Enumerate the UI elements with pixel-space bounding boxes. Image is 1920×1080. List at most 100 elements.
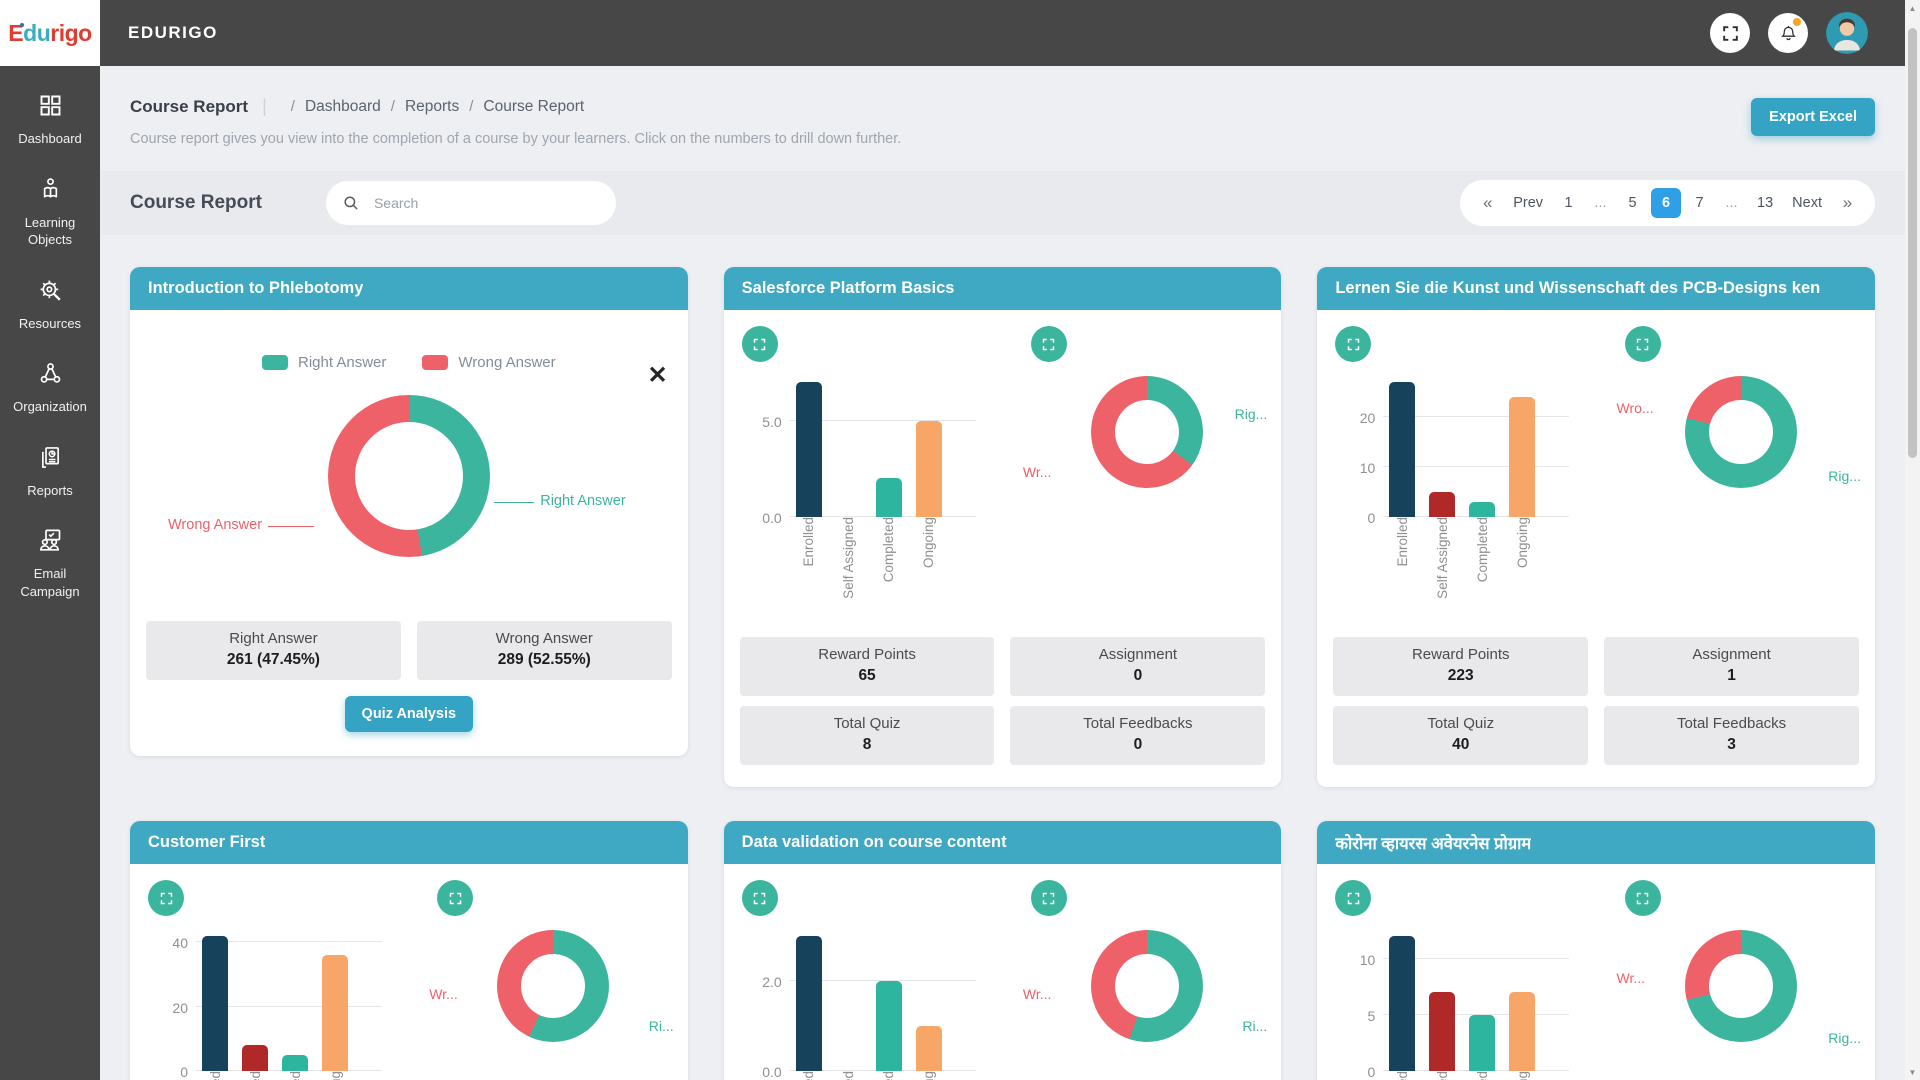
export-excel-button[interactable]: Export Excel [1751, 98, 1875, 136]
bar-ongoing [322, 955, 348, 1071]
reports-icon [37, 444, 64, 476]
y-tick-label: 10 [1359, 951, 1376, 968]
course-card: Lernen Sie die Kunst und Wissenschaft de… [1317, 267, 1875, 787]
cards-grid: Introduction to Phlebotomy ✕ Right Answe… [130, 267, 1875, 1080]
bar-completed [875, 981, 902, 1071]
grid-line [1383, 957, 1570, 959]
grid-line [196, 1005, 382, 1007]
bar-enrolled [795, 382, 822, 517]
pagination-page-5[interactable]: 5 [1628, 195, 1637, 211]
expand-bar-chart-button[interactable] [148, 880, 184, 916]
scrollbar-down-arrow[interactable]: ▼ [1908, 1067, 1917, 1077]
app-title: EDURIGO [128, 23, 218, 42]
sidebar-item-reports[interactable]: Reports [0, 444, 100, 500]
y-tick-label: 0.0 [762, 510, 782, 526]
donut-chart [327, 395, 490, 557]
expand-bar-chart-button[interactable] [741, 326, 778, 362]
quiz-stats: Right Answer 261 (47.45%) Wrong Answer 2… [146, 621, 672, 680]
sidebar-nav: Dashboard Learning Objects Resources Org… [0, 66, 100, 1080]
stat-box-total-quiz: Total Quiz 40 [1333, 706, 1589, 765]
notifications-button[interactable] [1768, 13, 1808, 53]
donut-chart [497, 930, 610, 1042]
sidebar-item-learning-objects[interactable]: Learning Objects [0, 176, 100, 249]
bar-ongoing [1509, 397, 1536, 517]
x-axis-label: Completed [288, 1071, 303, 1080]
pagination-page-7[interactable]: 7 [1695, 195, 1704, 211]
donut-label-wrong: Wr... [1616, 970, 1646, 986]
pagination-page-6[interactable]: 6 [1651, 188, 1682, 218]
expand-donut-chart-button[interactable] [1624, 880, 1661, 916]
card-title: कोरोना व्हायरस अवेयरनेस प्रोग्राम [1335, 835, 1532, 853]
page-subtitle: Course report gives you view into the co… [130, 131, 902, 147]
grid-line [196, 941, 382, 943]
breadcrumb-link-course-report[interactable]: Course Report [483, 97, 585, 115]
x-axis-label: Enrolled [208, 1071, 223, 1080]
expand-bar-chart-button[interactable] [1335, 880, 1372, 916]
card-title: Introduction to Phlebotomy [148, 279, 364, 297]
fullscreen-icon [1721, 24, 1740, 43]
pagination-next-button[interactable]: Next [1792, 195, 1822, 211]
donut-label-right: Ri... [648, 1018, 674, 1034]
pagination-prev-button[interactable]: Prev [1513, 195, 1544, 211]
bar-ongoing [915, 1026, 942, 1071]
expand-donut-chart-button[interactable] [1030, 880, 1067, 916]
page-scrollbar[interactable]: ▲ ▼ [1905, 0, 1920, 1080]
quiz-analysis-button[interactable]: Quiz Analysis [344, 696, 474, 732]
course-card: Customer First 0 20 40 Enrolled Self Assign… [130, 821, 688, 1080]
expand-bar-chart-button[interactable] [741, 880, 778, 916]
stat-box-total-quiz: Total Quiz 8 [739, 706, 995, 765]
y-tick-label: 20 [1359, 410, 1376, 426]
donut-callout-wrong: Wrong Answer [168, 517, 315, 533]
sidebar-item-email-campaign[interactable]: Email Campaign [0, 527, 100, 600]
pagination-last-arrow[interactable]: » [1842, 193, 1853, 212]
donut-chart-panel: Wr... Ri... [425, 868, 681, 1080]
expand-donut-chart-button[interactable] [1030, 326, 1067, 362]
expand-bar-chart-button[interactable] [1335, 326, 1372, 362]
stat-box-right-answer: Right Answer 261 (47.45%) [146, 621, 401, 680]
bar-completed [282, 1054, 308, 1071]
stat-box-reward-points: Reward Points 65 [739, 637, 995, 696]
bar-self-assigned [1429, 992, 1456, 1071]
bar-completed [1469, 502, 1496, 517]
scrollbar-thumb[interactable] [1908, 28, 1917, 458]
scrollbar-up-arrow[interactable]: ▲ [1908, 3, 1917, 13]
breadcrumb-divider: | [262, 96, 267, 116]
card-header: Data validation on course content [723, 821, 1282, 864]
close-icon[interactable]: ✕ [647, 362, 668, 389]
donut-label-wrong: Wr... [1022, 464, 1052, 480]
y-tick-label: 0 [180, 1064, 188, 1080]
pagination-page-1[interactable]: 1 [1564, 195, 1573, 211]
quiz-donut-chart: Wrong Answer Right Answer [130, 395, 688, 621]
main-content: Course Report | / Dashboard / Reports / … [100, 66, 1905, 1080]
notification-dot [1793, 18, 1801, 26]
donut-chart-panel: Wr... Rig... [1019, 314, 1275, 625]
legend-swatch-wrong-answer [422, 355, 449, 370]
bar-chart: 0 5 10 Enrolled Self Assigned Completed Ongoi… [1323, 868, 1612, 1080]
search-input[interactable] [373, 195, 600, 211]
dashboard-icon [37, 92, 64, 124]
donut-label-right: Rig... [1828, 1030, 1861, 1046]
pagination-first-arrow[interactable]: « [1482, 193, 1493, 212]
expand-icon [1635, 891, 1650, 906]
donut-label-wrong: Wro... [1616, 400, 1654, 416]
sidebar-item-organization[interactable]: Organization [0, 360, 100, 416]
resources-icon [37, 277, 64, 309]
pagination-page-13[interactable]: 13 [1757, 195, 1774, 211]
user-avatar[interactable] [1826, 12, 1868, 54]
breadcrumb-link-reports[interactable]: Reports [404, 97, 460, 115]
fullscreen-button[interactable] [1710, 13, 1750, 53]
app-logo[interactable]: Edurigo [0, 0, 100, 66]
y-tick-label: 5.0 [762, 413, 782, 430]
expand-icon [1635, 337, 1650, 352]
donut-callout-right: Right Answer [493, 493, 626, 509]
card-header: Lernen Sie die Kunst und Wissenschaft de… [1317, 267, 1875, 310]
breadcrumb-link-dashboard[interactable]: Dashboard [304, 97, 381, 115]
sidebar-item-dashboard[interactable]: Dashboard [0, 92, 100, 148]
expand-donut-chart-button[interactable] [437, 880, 474, 916]
expand-icon [1346, 891, 1361, 906]
expand-donut-chart-button[interactable] [1624, 326, 1661, 362]
donut-chart [1091, 376, 1204, 488]
x-axis-label: Completed [881, 1071, 896, 1080]
sidebar-item-resources[interactable]: Resources [0, 277, 100, 333]
grid-line [1383, 466, 1570, 467]
